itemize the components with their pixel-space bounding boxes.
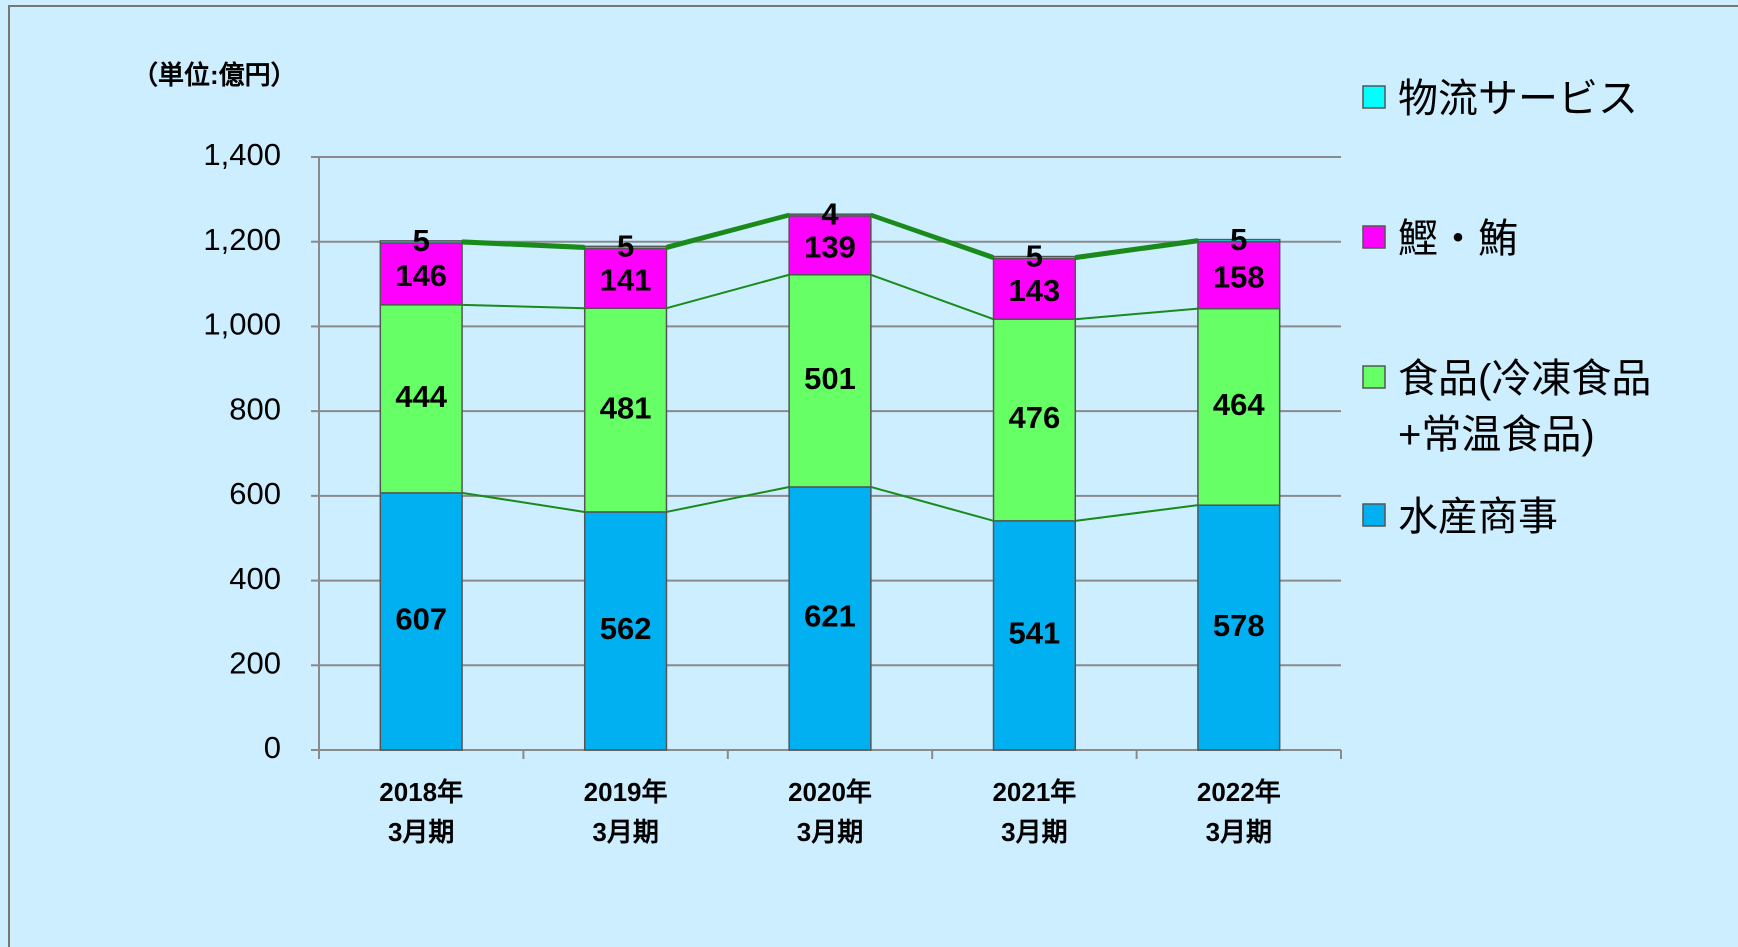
bar-segment — [992, 257, 1077, 320]
bar-segment — [583, 511, 668, 751]
legend-label: 物流サービス — [1398, 77, 1638, 121]
series-line — [666, 214, 790, 250]
legend-swatch — [1362, 225, 1386, 249]
bar-segment — [379, 304, 463, 494]
value-label: 158 — [1213, 259, 1265, 294]
series-line — [666, 273, 790, 310]
x-tick-label: 2020年 3月期 — [788, 777, 872, 847]
value-label: 481 — [600, 390, 652, 425]
legend-swatch — [1362, 365, 1386, 389]
series-line — [1075, 307, 1199, 321]
series-line — [1075, 240, 1199, 261]
value-label: 607 — [395, 602, 447, 637]
bar-segment — [379, 492, 463, 751]
series-line — [870, 212, 995, 258]
x-tick-label: 2019年 3月期 — [583, 777, 668, 847]
value-label: 621 — [804, 599, 856, 634]
value-label: 562 — [600, 611, 652, 646]
y-tick-label: 0 — [264, 730, 281, 765]
value-label: 464 — [1213, 387, 1265, 422]
series-line — [870, 273, 994, 321]
value-label: 143 — [1009, 273, 1061, 308]
value-label: 476 — [1009, 400, 1061, 435]
bar-segment — [1197, 504, 1281, 751]
value-label: 5 — [1230, 222, 1247, 257]
y-tick-label: 1,000 — [203, 307, 281, 342]
x-tick-label: 2021年 3月期 — [992, 777, 1077, 847]
value-label: 5 — [413, 223, 430, 258]
value-label: 541 — [1009, 616, 1061, 651]
series-line — [870, 485, 994, 522]
y-tick-label: 600 — [229, 476, 281, 511]
value-label: 146 — [395, 258, 447, 293]
legend-label: 鰹・鮪 — [1398, 217, 1518, 261]
bar-segment — [583, 247, 668, 309]
value-label: 139 — [804, 230, 856, 265]
bar-segment — [992, 520, 1077, 751]
y-tick-label: 1,400 — [203, 137, 281, 172]
series-line — [1075, 504, 1199, 522]
value-label: 444 — [395, 379, 447, 414]
value-label: 4 — [821, 196, 839, 231]
y-tick-label: 400 — [229, 561, 281, 596]
x-tick-label: 2022年 3月期 — [1196, 777, 1281, 847]
frame — [8, 5, 1738, 947]
legend-label: 食品(冷凍食品 +常温食品) — [1398, 357, 1652, 457]
bar-segment — [788, 486, 872, 751]
series-line — [462, 239, 585, 248]
value-label: 578 — [1213, 608, 1265, 643]
bar-segment — [1197, 307, 1281, 506]
bar-segment — [788, 274, 872, 488]
y-tick-label: 1,200 — [203, 222, 281, 257]
y-tick-label: 200 — [229, 645, 281, 680]
legend-label: 水産商事 — [1398, 495, 1558, 539]
legend-swatch — [1362, 85, 1386, 109]
bar-segment — [992, 318, 1077, 522]
series-line — [462, 303, 585, 310]
value-label: 141 — [600, 263, 652, 298]
series-line — [666, 485, 790, 513]
bar-segment — [379, 242, 463, 306]
bar-segment — [583, 307, 668, 513]
legend-swatch — [1362, 503, 1386, 527]
y-tick-label: 800 — [229, 391, 281, 426]
series-line — [1075, 238, 1199, 259]
series-line — [666, 212, 790, 248]
value-label: 501 — [804, 361, 856, 396]
x-tick-label: 2018年 3月期 — [379, 777, 464, 847]
unit-label: （単位:億円） — [132, 60, 297, 90]
value-label: 5 — [1026, 239, 1043, 274]
bar-segment — [1197, 240, 1281, 310]
value-label: 5 — [617, 229, 634, 264]
series-line — [462, 241, 585, 250]
series-line — [870, 214, 995, 261]
series-line — [461, 491, 585, 513]
